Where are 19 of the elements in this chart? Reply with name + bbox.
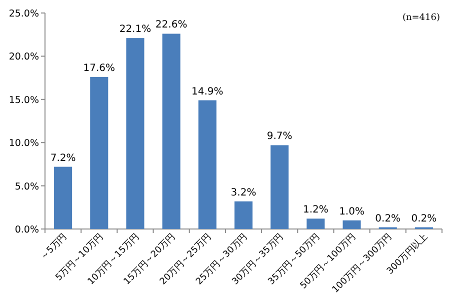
y-tick-label: 15.0% — [8, 94, 39, 106]
annotation: (n=416) — [402, 13, 440, 23]
y-tick-label: 5.0% — [14, 181, 39, 192]
y-tick-label: 20.0% — [8, 52, 39, 63]
data-label: 1.2% — [302, 204, 328, 216]
x-tick-label: ～5万円 — [38, 232, 70, 262]
y-tick-label: 0.0% — [14, 224, 39, 236]
data-label: 14.9% — [192, 86, 224, 98]
data-label: 22.1% — [119, 24, 152, 36]
data-label: 0.2% — [375, 213, 401, 224]
data-label: 3.2% — [230, 187, 256, 198]
y-tick-label: 10.0% — [8, 138, 39, 150]
data-label: 0.2% — [411, 213, 437, 224]
data-label: 22.6% — [155, 20, 188, 31]
y-tick-label: 25.0% — [8, 8, 39, 20]
data-label: 9.7% — [266, 131, 292, 142]
data-label: 7.2% — [50, 152, 76, 164]
data-label: 17.6% — [83, 62, 116, 74]
data-label: 1.0% — [339, 206, 364, 218]
